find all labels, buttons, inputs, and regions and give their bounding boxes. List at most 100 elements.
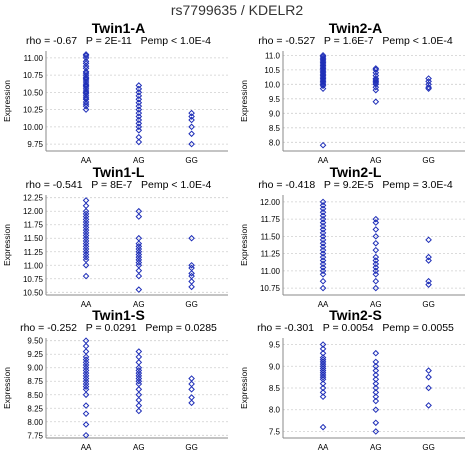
data-point	[319, 393, 327, 401]
data-point	[135, 369, 143, 377]
data-point	[82, 240, 90, 247]
chart-panel-twin1-s: Twin1-S rho = -0.252 P = 0.0291 Pemp = 0…	[0, 307, 237, 457]
y-tick-label: 11.75	[24, 221, 44, 230]
x-tick-label: AG	[370, 156, 382, 165]
data-point	[135, 95, 143, 103]
data-point	[319, 233, 327, 240]
data-point	[319, 239, 327, 247]
data-point	[372, 380, 380, 387]
data-point	[372, 226, 380, 233]
data-point	[188, 116, 195, 124]
data-point	[319, 354, 327, 361]
data-point	[82, 229, 90, 237]
data-point	[135, 109, 143, 117]
data-point	[425, 373, 432, 381]
y-tick-label: 10.25	[23, 106, 44, 115]
data-point	[372, 246, 380, 254]
data-point	[319, 380, 327, 387]
scatter-plot: 10.75 11.00 11.25 11.50 11.75 12.00 Expression…	[239, 195, 465, 309]
y-tick-label: 10.50	[23, 88, 44, 97]
y-tick-label: 9.50	[27, 337, 43, 346]
panel-stats: rho = -0.301 P = 0.0054 Pemp = 0.0055	[257, 322, 454, 334]
data-point	[425, 78, 432, 85]
data-point	[82, 380, 90, 388]
data-point	[319, 212, 327, 219]
data-point	[372, 86, 380, 94]
data-point	[372, 69, 380, 77]
y-axis-label: Expression	[239, 367, 249, 409]
data-point	[372, 219, 380, 226]
x-tick-label: GG	[422, 300, 434, 309]
data-point	[319, 229, 327, 237]
data-point	[82, 51, 90, 58]
data-point	[135, 123, 143, 131]
data-point	[135, 261, 143, 269]
panel-title: Twin1-S	[92, 307, 145, 323]
y-tick-label: 10.5	[264, 66, 280, 75]
data-point	[82, 348, 90, 355]
data-point	[425, 253, 432, 261]
data-point	[319, 236, 327, 244]
data-point	[188, 375, 195, 382]
data-point	[372, 215, 380, 223]
y-tick-label: 10.75	[260, 284, 281, 293]
data-point	[135, 375, 143, 382]
data-point	[425, 277, 432, 285]
data-point	[135, 402, 143, 409]
panel-stats: rho = -0.418 P = 9.2E-5 Pemp = 3.0E-4	[258, 179, 453, 191]
y-tick-label: 11.00	[24, 261, 44, 270]
data-point	[425, 281, 432, 288]
data-point	[372, 371, 380, 379]
data-point	[425, 367, 432, 374]
y-tick-label: 8.5	[269, 384, 281, 393]
data-point	[319, 52, 327, 59]
data-point	[82, 431, 90, 439]
data-point	[82, 243, 90, 250]
data-point	[319, 198, 327, 206]
figure-title: rs7799635 / KDELR2	[170, 2, 304, 18]
data-point	[82, 210, 90, 218]
y-axis-label: Expression	[2, 367, 12, 409]
data-point	[372, 393, 380, 401]
y-tick-label: 10.00	[23, 123, 44, 132]
x-tick-label: AA	[318, 300, 329, 309]
data-point	[82, 207, 90, 215]
y-tick-label: 10.75	[23, 275, 44, 284]
x-tick-label: GG	[422, 443, 434, 452]
x-tick-label: AG	[133, 443, 145, 452]
y-tick-label: 11.00	[24, 54, 44, 63]
data-point	[82, 364, 90, 372]
data-point	[82, 256, 90, 264]
data-point	[135, 359, 143, 366]
data-point	[372, 271, 380, 278]
data-point	[372, 257, 380, 264]
data-point	[82, 353, 90, 361]
y-tick-label: 11.50	[261, 232, 281, 241]
x-tick-label: AA	[81, 443, 92, 452]
data-point	[319, 277, 327, 285]
data-point	[372, 397, 380, 405]
data-point	[82, 361, 90, 369]
data-point	[372, 253, 380, 261]
data-point	[135, 391, 143, 399]
chart-panel-twin1-l: Twin1-L rho = -0.541 P = 8E-7 Pemp < 1.0…	[0, 164, 237, 314]
y-tick-label: 11.25	[24, 248, 44, 257]
data-point	[319, 141, 327, 149]
data-point	[135, 127, 143, 134]
data-point	[372, 75, 380, 82]
data-point	[372, 284, 380, 292]
data-point	[82, 359, 90, 366]
data-point	[319, 267, 327, 275]
x-tick-label: GG	[185, 300, 197, 309]
data-point	[135, 253, 143, 261]
data-point	[372, 362, 380, 370]
data-point	[188, 130, 195, 138]
panel-stats: rho = -0.541 P = 8E-7 Pemp < 1.0E-4	[25, 179, 212, 191]
y-tick-label: 7.75	[27, 431, 43, 440]
scatter-plot: 7.75 8.00 8.25 8.50 8.75 9.00 9.25 9.50 Expressi…	[2, 337, 228, 452]
data-point	[82, 224, 90, 231]
data-point	[82, 226, 90, 234]
y-axis-label: Expression	[239, 80, 249, 122]
data-point	[372, 83, 380, 91]
data-point	[135, 116, 143, 124]
